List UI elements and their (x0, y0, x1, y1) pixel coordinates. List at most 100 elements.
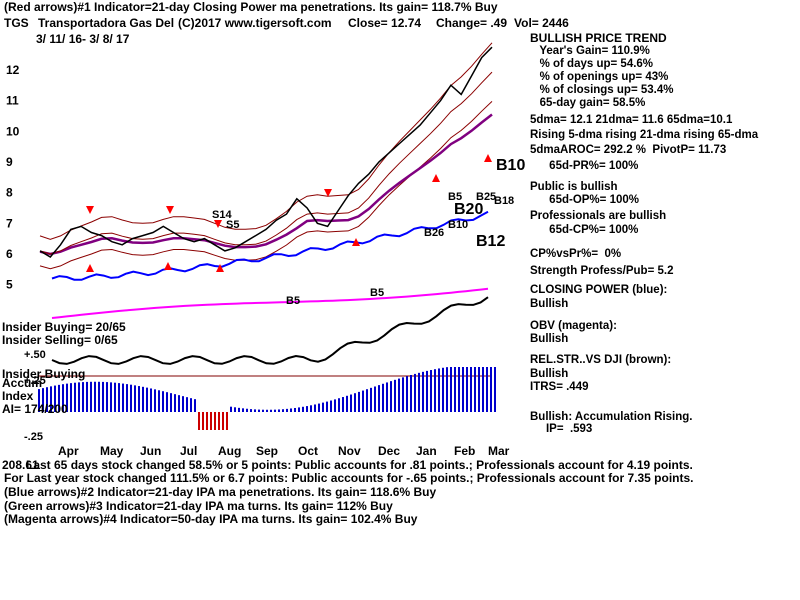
accum-bar (186, 397, 188, 412)
right-panel-line: Rising 5-dma rising 21-dma rising 65-dma (530, 129, 759, 141)
accum-bar (394, 379, 396, 412)
accum-bar (334, 399, 336, 412)
accum-bar (154, 389, 156, 412)
accum-bar (446, 367, 448, 412)
accum-bar (434, 369, 436, 412)
accum-bar (122, 383, 124, 412)
y-tick-label: 10 (6, 124, 20, 138)
right-panel-line: BULLISH PRICE TREND (530, 31, 667, 45)
insider-selling: Insider Selling= 0/65 (2, 333, 118, 347)
footer-line-1: Last 65 days stock changed 58.5% or 5 po… (26, 458, 693, 472)
x-tick-label: Apr (58, 444, 79, 458)
accum-bar (62, 384, 64, 412)
copyright: (C)2017 www.tigersoft.com (178, 16, 332, 30)
volume-value: Vol= 2446 (514, 16, 569, 30)
accum-bar (354, 393, 356, 412)
accum-bar (226, 412, 228, 430)
accum-bar (162, 391, 164, 412)
right-panel-line: REL.STR..VS DJI (brown): (530, 354, 672, 366)
accum-bar (58, 384, 60, 412)
signal-label: B5 (448, 191, 462, 203)
accum-bar (70, 383, 72, 412)
accum-bar (218, 412, 220, 430)
signal-label: B26 (424, 227, 444, 239)
accum-label-3: Index (2, 389, 34, 403)
close-value: Close= 12.74 (348, 16, 422, 30)
accum-bar (134, 385, 136, 412)
accum-bar (302, 406, 304, 412)
accum-bar (470, 367, 472, 412)
right-panel-line: 5dmaAROC= 292.2 % PivotP= 11.73 (530, 144, 727, 156)
ma-21-line (39, 71, 493, 255)
accum-bar (406, 376, 408, 412)
accum-bar (126, 384, 128, 412)
accum-bar (494, 367, 496, 412)
obv-line (51, 287, 489, 319)
accum-bar (442, 367, 444, 412)
accum-bar (102, 381, 104, 412)
y-tick-label: 7 (6, 216, 13, 230)
footer-line-4: (Green arrows)#3 Indicator=21-day IPA ma… (4, 499, 393, 513)
right-panel-line: Professionals are bullish (530, 210, 667, 222)
accum-bar (450, 367, 452, 412)
right-panel-line: 65d-PR%= 100% (530, 160, 639, 172)
ma-65-line (39, 113, 493, 256)
signal-label: S5 (226, 219, 239, 231)
signal-label: B5 (286, 295, 300, 307)
accum-bar (230, 406, 232, 412)
accum-bar (466, 367, 468, 412)
accum-bar (54, 385, 56, 412)
accum-bar (294, 407, 296, 412)
right-panel-line: Bullish (530, 368, 569, 380)
accum-bar (50, 386, 52, 412)
right-panel-line: ITRS= .449 (530, 381, 589, 393)
overlap-label: 208.61 (2, 458, 39, 472)
accum-bar (202, 412, 204, 430)
x-tick-label: May (100, 444, 124, 458)
accum-bar (342, 397, 344, 412)
accum-bar (366, 389, 368, 412)
red-arrow (484, 154, 492, 162)
accum-bar (286, 408, 288, 412)
accum-bar (66, 383, 68, 412)
accum-bar (326, 401, 328, 412)
accum-bar (426, 370, 428, 412)
accum-bar (174, 394, 176, 412)
company-name: Transportadora Gas Del (38, 16, 175, 30)
red-arrow (86, 206, 94, 214)
accum-bar (250, 409, 252, 412)
accum-bar (246, 408, 248, 412)
right-panel-line: Year's Gain= 110.9% (530, 45, 650, 57)
accum-bar (370, 387, 372, 412)
x-tick-label: Jan (416, 444, 437, 458)
accum-bar (274, 409, 276, 412)
accum-bar (170, 393, 172, 412)
y-tick-label: 6 (6, 247, 13, 261)
insider-buying: Insider Buying= 20/65 (2, 320, 126, 334)
accum-bar (390, 381, 392, 412)
right-panel-line: IP= .593 (530, 423, 593, 435)
accum-bar (138, 386, 140, 412)
price-line (39, 46, 493, 258)
accum-bar (490, 367, 492, 412)
right-panel-line: 65d-CP%= 100% (530, 224, 639, 236)
right-panel-line: OBV (magenta): (530, 320, 617, 332)
footer-line-3: (Blue arrows)#2 Indicator=21-day IPA ma … (4, 485, 437, 499)
accum-bar (474, 367, 476, 412)
accum-bar (78, 382, 80, 412)
right-panel-line: Bullish (530, 298, 569, 310)
footer-line-5: (Magenta arrows)#4 Indicator=50-day IPA … (4, 512, 418, 526)
accum-bar (314, 404, 316, 412)
right-panel-line: % of openings up= 43% (530, 71, 669, 83)
date-range: 3/ 11/ 16- 3/ 8/ 17 (36, 32, 130, 46)
accum-bar (86, 381, 88, 412)
relative-strength-line (51, 296, 489, 365)
accum-bar (482, 367, 484, 412)
accum-bar (282, 409, 284, 412)
accum-bar (234, 407, 236, 412)
accum-bar (110, 382, 112, 412)
accum-bar (438, 368, 440, 412)
accum-bar (206, 412, 208, 430)
accum-bar (46, 387, 48, 412)
right-panel-line: % of days up= 54.6% (530, 58, 654, 70)
